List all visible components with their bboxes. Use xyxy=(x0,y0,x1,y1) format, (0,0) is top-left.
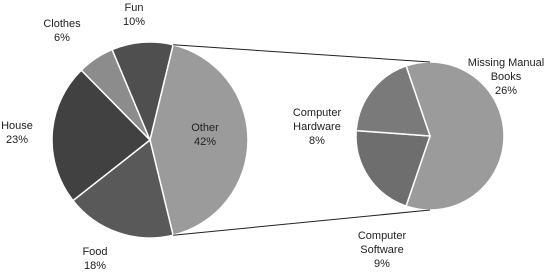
category-name: Food xyxy=(82,246,108,258)
category-name: Fun xyxy=(124,2,144,14)
category-name: Computer Software xyxy=(357,230,407,256)
pie-slice xyxy=(111,41,175,143)
slice-label: Computer Software 9% xyxy=(337,229,427,271)
pie-slice xyxy=(355,129,432,207)
pie-slice xyxy=(71,138,175,239)
category-name: Clothes xyxy=(43,18,81,30)
slice-label: Clothes 6% xyxy=(17,17,107,45)
value-label: 6% xyxy=(54,32,70,44)
value-label: 10% xyxy=(122,16,146,28)
value-label: 18% xyxy=(83,260,107,272)
value-label: 26% xyxy=(494,85,518,97)
value-label: 42% xyxy=(193,136,217,148)
slice-label: Missing Manual Books 26% xyxy=(461,56,551,98)
slice-label: Food 18% xyxy=(50,245,140,273)
pie-slice xyxy=(355,65,432,137)
slice-label: Computer Hardware 8% xyxy=(272,106,362,148)
category-name: Computer Hardware xyxy=(292,107,342,133)
connector-line xyxy=(173,44,431,63)
slice-label: Other 42% xyxy=(160,121,250,149)
value-label: 8% xyxy=(309,135,325,147)
value-label: 9% xyxy=(374,258,390,270)
category-name: Other xyxy=(191,122,219,134)
slice-label: Fun 10% xyxy=(89,1,179,29)
category-name: House xyxy=(1,120,33,132)
slice-label: House 23% xyxy=(0,119,62,147)
category-name: Missing Manual Books xyxy=(467,57,545,83)
pie-slice xyxy=(149,43,249,237)
pie-slice xyxy=(51,69,152,202)
value-label: 23% xyxy=(5,134,29,146)
connector-line xyxy=(173,209,431,236)
pie-slice xyxy=(405,61,505,211)
